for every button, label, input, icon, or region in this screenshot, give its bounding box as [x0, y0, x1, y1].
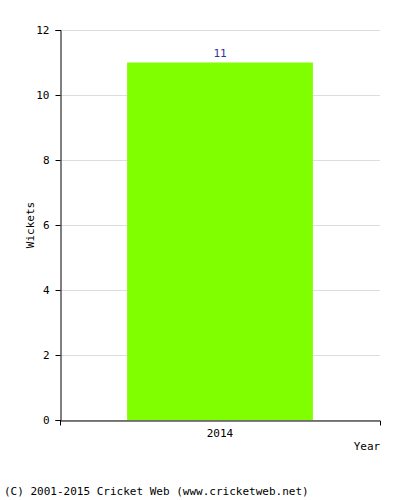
bars: [127, 63, 313, 421]
chart: 0 2 4 6 8 10 12 2014 11 Wickets Year (C) 2001-2015 …: [0, 0, 400, 500]
tick-mark: [56, 290, 61, 291]
tick-mark: [56, 95, 61, 96]
tick: 12: [36, 24, 60, 37]
tick: 4: [43, 284, 61, 297]
tick: 6: [43, 219, 61, 232]
tick-mark: [56, 225, 61, 226]
tick: 10: [36, 89, 60, 102]
grid-line: [60, 30, 380, 31]
y-axis-title: Wickets: [24, 202, 37, 248]
footer: (C) 2001-2015 Cricket Web (www.cricketwe…: [4, 485, 309, 498]
y-axis: 0 2 4 6 8 10 12: [36, 24, 61, 427]
tick: 2014: [207, 421, 234, 441]
tick-mark: [56, 160, 61, 161]
tick-label: 10: [36, 89, 49, 102]
tick-mark: [56, 30, 61, 31]
grid: [60, 31, 380, 421]
tick-mark: [56, 355, 61, 356]
tick-label: 0: [43, 414, 50, 427]
tick-label: 12: [36, 24, 49, 37]
tick-label: 2: [43, 349, 50, 362]
tick: 0: [43, 414, 61, 427]
bar: [127, 63, 313, 421]
tick-label: 2014: [207, 427, 234, 440]
tick-label: 8: [43, 154, 50, 167]
tick-label: 4: [43, 284, 50, 297]
tick: 2: [43, 349, 61, 362]
axis-line: [61, 421, 381, 426]
data-labels: 11: [213, 47, 226, 60]
data-label: 11: [213, 47, 226, 60]
tick-mark: [56, 420, 61, 421]
tick-label: 6: [43, 219, 50, 232]
x-axis-title: Year: [354, 440, 381, 453]
x-axis: 2014: [61, 421, 381, 441]
axis-line: [56, 31, 62, 421]
tick: 8: [43, 154, 61, 167]
